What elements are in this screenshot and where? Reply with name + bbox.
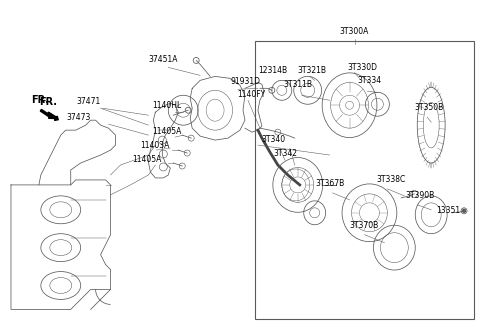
Text: 3T321B: 3T321B	[298, 66, 327, 76]
Bar	[255, 41, 474, 319]
Text: 3T300A: 3T300A	[339, 26, 369, 36]
Text: FR.: FR.	[31, 95, 49, 105]
Text: 3T334: 3T334	[358, 76, 382, 85]
Text: 3T338C: 3T338C	[376, 175, 406, 184]
Text: 3T350B: 3T350B	[414, 103, 444, 112]
Text: FR.: FR.	[39, 97, 57, 107]
Text: 37451A: 37451A	[148, 56, 178, 64]
Text: 3T340: 3T340	[261, 135, 285, 144]
Text: 12314B: 12314B	[258, 66, 287, 76]
Text: 3T330D: 3T330D	[348, 63, 378, 72]
Text: 3T390B: 3T390B	[405, 191, 434, 200]
FancyArrow shape	[40, 110, 53, 118]
Text: 3T311B: 3T311B	[284, 80, 313, 89]
Text: 3T370B: 3T370B	[349, 221, 379, 230]
Circle shape	[463, 209, 466, 212]
Text: 3T367B: 3T367B	[316, 179, 345, 188]
Text: 11405A: 11405A	[152, 127, 182, 136]
Text: 13351: 13351	[436, 206, 460, 215]
Text: 3T342: 3T342	[274, 149, 298, 158]
Text: 37471: 37471	[77, 97, 101, 106]
Text: 11405A: 11405A	[132, 155, 162, 164]
Text: 1140HL: 1140HL	[152, 101, 181, 110]
Text: 91931D: 91931D	[230, 77, 260, 86]
Text: 11403A: 11403A	[141, 141, 170, 150]
Text: 37473: 37473	[67, 113, 91, 122]
FancyArrow shape	[47, 112, 58, 120]
Text: 1140FY: 1140FY	[237, 90, 265, 99]
